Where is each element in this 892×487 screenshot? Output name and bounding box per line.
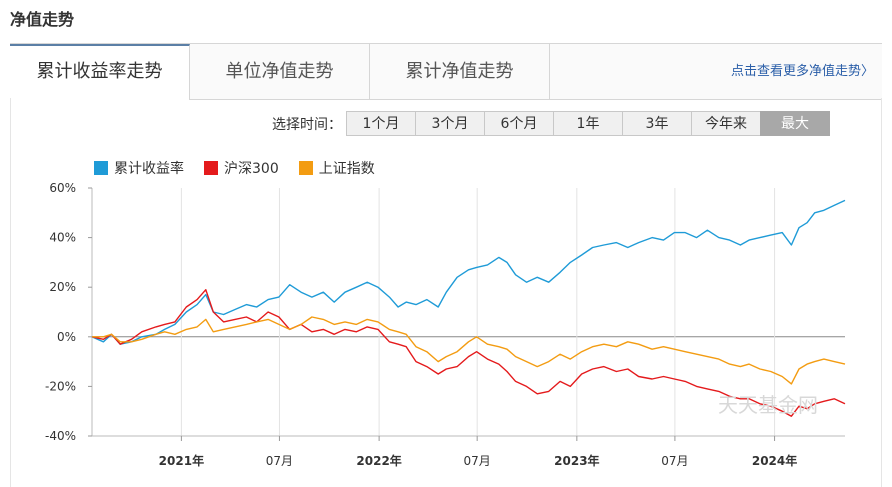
legend-item-cumulative-return[interactable]: 累计收益率 <box>94 158 184 178</box>
x-tick-label: 07月 <box>464 454 491 468</box>
x-tick-label: 07月 <box>266 454 293 468</box>
tab-cumulative-return[interactable]: 累计收益率走势 <box>10 44 190 100</box>
chart-grid <box>92 188 845 436</box>
x-tick-label: 07月 <box>661 454 688 468</box>
range-1-year-button[interactable]: 1年 <box>553 111 623 136</box>
x-tick-label: 2024年 <box>752 453 797 468</box>
legend-label: 上证指数 <box>318 161 375 177</box>
y-tick-label: 60% <box>49 181 76 195</box>
y-tick-label: -40% <box>45 429 76 443</box>
x-tick-label: 2021年 <box>159 453 204 468</box>
legend-item-sse-index[interactable]: 上证指数 <box>298 158 375 178</box>
y-tick-label: 40% <box>49 231 76 245</box>
legend-label: 累计收益率 <box>114 161 184 177</box>
chart-legend: 累计收益率 沪深300 上证指数 <box>94 158 395 178</box>
x-tick-label: 2022年 <box>356 453 401 468</box>
range-6-months-button[interactable]: 6个月 <box>484 111 554 136</box>
y-tick-label: 20% <box>49 280 76 294</box>
range-max-button[interactable]: 最大 <box>760 111 830 136</box>
chart-series <box>91 199 846 417</box>
legend-swatch <box>298 161 313 175</box>
tab-bar: 累计收益率走势 单位净值走势 累计净值走势 点击查看更多净值走势〉 <box>10 43 882 100</box>
tab-unit-nav[interactable]: 单位净值走势 <box>190 44 370 99</box>
chart-panel <box>10 98 882 487</box>
y-tick-label: -20% <box>45 379 76 393</box>
range-3-years-button[interactable]: 3年 <box>622 111 692 136</box>
range-ytd-button[interactable]: 今年来 <box>691 111 761 136</box>
tab-cumulative-nav[interactable]: 累计净值走势 <box>370 44 550 99</box>
series-line-2 <box>92 316 846 385</box>
page-title: 净值走势 <box>10 10 75 29</box>
series-line-0 <box>91 199 846 345</box>
legend-item-csi300[interactable]: 沪深300 <box>204 158 279 178</box>
range-selector: 1个月 3个月 6个月 1年 3年 今年来 最大 <box>346 111 830 136</box>
range-3-months-button[interactable]: 3个月 <box>415 111 485 136</box>
legend-label: 沪深300 <box>224 161 279 177</box>
y-tick-label: 0% <box>57 330 76 344</box>
legend-swatch <box>94 161 108 175</box>
chart-axes: 60% 40% 20% 0% -20% -40% 2021年 07月 2022年 07月 2023年… <box>45 181 845 468</box>
x-tick-label: 2023年 <box>554 453 599 468</box>
series-line-1 <box>91 289 846 417</box>
range-1-month-button[interactable]: 1个月 <box>346 111 416 136</box>
more-nav-trend-link[interactable]: 点击查看更多净值走势〉 <box>730 64 874 79</box>
range-label: 选择时间： <box>272 117 342 133</box>
legend-swatch <box>204 161 218 175</box>
watermark: 天天基金网 <box>718 393 818 417</box>
